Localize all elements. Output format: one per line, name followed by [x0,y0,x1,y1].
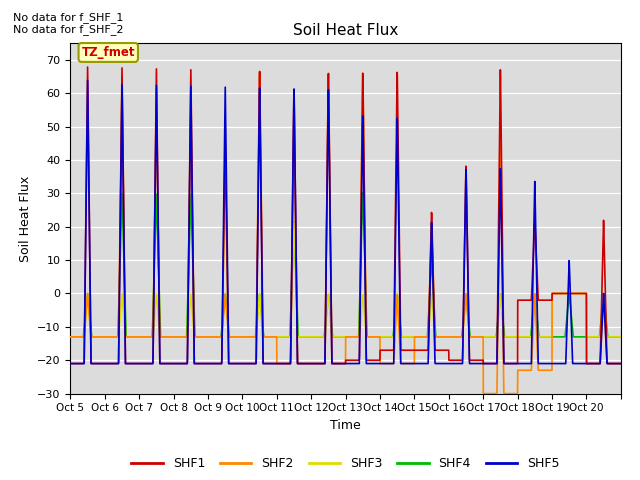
SHF2 [417,334,424,340]
SHF3 [417,334,424,340]
SHF2 [617,360,625,366]
SHF2 [500,391,508,396]
Legend: SHF1, SHF2, SHF3, SHF4, SHF5: SHF1, SHF2, SHF3, SHF4, SHF5 [127,452,564,475]
SHF1 [465,315,472,321]
SHF2 [479,391,487,396]
SHF5 [84,77,92,83]
SHF1 [84,64,92,70]
Text: No data for f_SHF_1: No data for f_SHF_1 [13,12,123,23]
SHF4 [465,319,472,325]
Text: TZ_fmet: TZ_fmet [81,46,135,59]
SHF5 [533,286,541,292]
SHF4 [417,334,424,340]
SHF3 [67,334,74,340]
Line: SHF3: SHF3 [70,189,621,337]
SHF1 [617,360,625,366]
SHF1 [533,264,541,270]
SHF4 [617,334,625,340]
SHF2 [611,360,619,366]
SHF3 [500,334,508,339]
SHF4 [359,190,367,196]
Line: SHF1: SHF1 [70,67,621,363]
SHF2 [465,324,472,330]
Line: SHF2: SHF2 [70,71,621,394]
SHF5 [611,360,619,366]
SHF4 [179,334,187,340]
SHF2 [67,334,74,340]
SHF3 [221,186,229,192]
SHF1 [611,360,619,366]
SHF1 [179,360,187,366]
SHF4 [533,312,541,318]
SHF2 [533,340,541,346]
Y-axis label: Soil Heat Flux: Soil Heat Flux [19,175,31,262]
SHF5 [179,360,187,366]
SHF2 [256,68,264,74]
Line: SHF4: SHF4 [70,193,621,337]
SHF3 [617,334,625,340]
SHF3 [465,324,472,330]
SHF3 [533,316,541,322]
Text: No data for f_SHF_2: No data for f_SHF_2 [13,24,124,35]
SHF5 [500,359,508,364]
Line: SHF5: SHF5 [70,80,621,363]
SHF2 [179,334,187,340]
SHF3 [611,334,619,340]
SHF4 [611,334,619,340]
SHF5 [417,360,424,366]
SHF4 [67,334,74,340]
SHF5 [67,360,74,366]
SHF1 [500,358,508,363]
SHF3 [179,334,187,340]
SHF5 [617,360,625,366]
SHF1 [417,348,424,353]
SHF1 [67,360,74,366]
Title: Soil Heat Flux: Soil Heat Flux [293,23,398,38]
SHF5 [465,319,472,324]
SHF4 [500,326,508,332]
X-axis label: Time: Time [330,419,361,432]
